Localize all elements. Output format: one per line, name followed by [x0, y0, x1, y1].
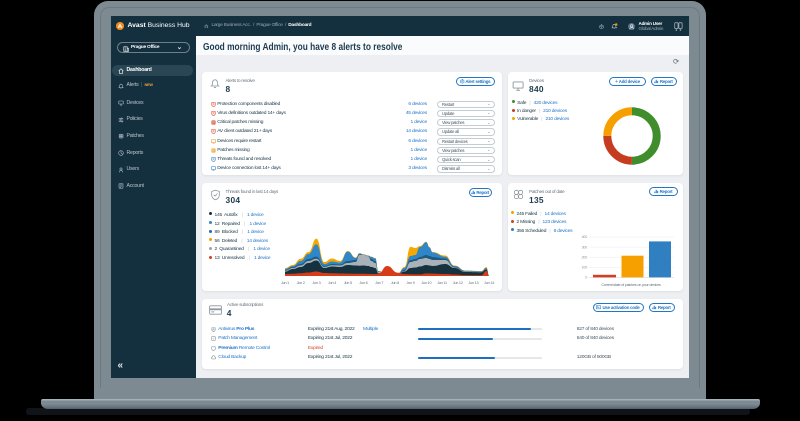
svg-text:Jun 12: Jun 12: [453, 281, 463, 285]
svg-text:Jun 10: Jun 10: [421, 281, 431, 285]
svg-text:Jun 11: Jun 11: [437, 281, 447, 285]
svg-text:Jun 4: Jun 4: [328, 281, 336, 285]
svg-text:Jun 5: Jun 5: [344, 281, 352, 285]
svg-text:Jun 13: Jun 13: [468, 281, 478, 285]
svg-text:Jun 3: Jun 3: [312, 281, 320, 285]
svg-text:Jun 1: Jun 1: [281, 281, 289, 285]
svg-text:200: 200: [582, 255, 588, 259]
svg-text:Jun 7: Jun 7: [375, 281, 383, 285]
svg-text:100: 100: [582, 266, 588, 270]
svg-text:Jun 6: Jun 6: [359, 281, 367, 285]
svg-text:Jun 14: Jun 14: [484, 281, 494, 285]
svg-text:Jun 9: Jun 9: [406, 281, 414, 285]
svg-text:Current state of patches on yo: Current state of patches on your devices: [601, 283, 661, 287]
svg-text:400: 400: [582, 235, 588, 239]
svg-text:Jun 8: Jun 8: [391, 281, 399, 285]
svg-text:300: 300: [582, 245, 588, 249]
svg-text:0: 0: [585, 276, 587, 280]
svg-text:Jun 2: Jun 2: [297, 281, 305, 285]
